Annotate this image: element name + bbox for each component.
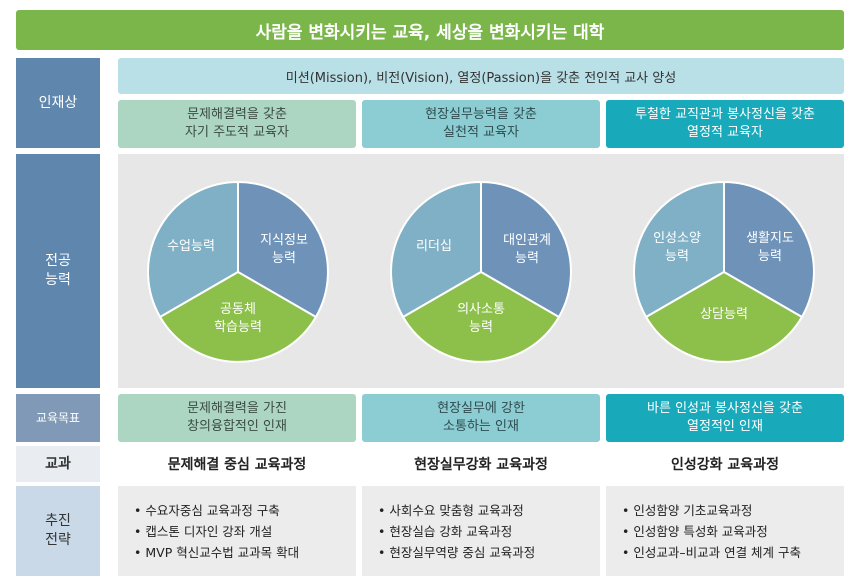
pie-1-right-slice — [237, 180, 329, 319]
competency-area: 수업능력 지식정보 능력 공동체 학습능력 리더십 대인관계 능력 의사소통 능… — [118, 154, 844, 388]
row-label-goal: 교육목표 — [16, 394, 100, 442]
pie-3-right-line2: 능력 — [758, 249, 782, 264]
pie-1-bottom-slice — [158, 270, 318, 363]
pie-1-bottom-line2: 학습능력 — [214, 320, 262, 335]
talent-3-line1: 투철한 교직관과 봉사정신을 갖춘 — [635, 107, 815, 122]
row-label-strategy-line1: 추진 — [45, 513, 71, 529]
talent-2-line2: 실천적 교육자 — [443, 125, 519, 140]
goal-2-line1: 현장실무에 강한 — [437, 401, 525, 416]
strategy-2-item-1: 사회수요 맞춤형 교육과정 — [378, 500, 600, 521]
goal-box-3: 바른 인성과 봉사정신을 갖춘 열정적인 인재 — [606, 394, 844, 442]
mission-bar: 미션(Mission), 비전(Vision), 열정(Passion)을 갖춘… — [118, 58, 844, 94]
row-label-strategy-line2: 전략 — [45, 532, 71, 548]
pie-3-right-line1: 생활지도 — [746, 231, 794, 246]
pie-3-left-line1: 인성소양 — [653, 231, 701, 246]
talent-1-line2: 자기 주도적 교육자 — [185, 125, 289, 140]
pie-1-right-line1: 지식정보 — [260, 233, 308, 248]
row-label-competency-line2: 능력 — [45, 272, 71, 288]
pie-3: 인성소양 능력 생활지도 능력 상담능력 — [633, 180, 815, 363]
strategy-box-2: 사회수요 맞춤형 교육과정 현장실습 강화 교육과정 현장실무역량 중심 교육과… — [362, 486, 600, 576]
talent-3-line2: 열정적 교육자 — [687, 125, 763, 140]
pie-1-bottom-line1: 공동체 — [220, 302, 256, 317]
strategy-3-item-3: 인성교과–비교과 연결 체계 구축 — [622, 542, 844, 563]
pie-2-right-line2: 능력 — [515, 251, 539, 266]
talent-1-line1: 문제해결력을 갖춘 — [187, 107, 287, 122]
course-title-2: 현장실무강화 교육과정 — [362, 446, 600, 482]
pie-2-left-slice — [390, 180, 482, 319]
pie-3-left-slice — [633, 180, 725, 319]
pie-3-right-slice — [723, 180, 815, 319]
goal-2-line2: 소통하는 인재 — [443, 419, 519, 434]
talent-box-1: 문제해결력을 갖춘 자기 주도적 교육자 — [118, 100, 356, 148]
pie-1: 수업능력 지식정보 능력 공동체 학습능력 — [147, 180, 329, 363]
pie-2-left-line1: 리더십 — [416, 239, 452, 254]
pie-3-bottom-line1: 상담능력 — [700, 307, 748, 322]
row-label-competency: 전공 능력 — [16, 154, 100, 388]
pie-2-bottom-line1: 의사소통 — [457, 302, 505, 317]
goal-3-line2: 열정적인 인재 — [687, 419, 763, 434]
goal-box-1: 문제해결력을 가진 창의융합적인 인재 — [118, 394, 356, 442]
row-label-strategy: 추진 전략 — [16, 486, 100, 576]
pie-2: 리더십 대인관계 능력 의사소통 능력 — [390, 180, 572, 363]
strategy-2-item-3: 현장실무역량 중심 교육과정 — [378, 542, 600, 563]
strategy-3-item-1: 인성함양 기초교육과정 — [622, 500, 844, 521]
strategy-box-1: 수요자중심 교육과정 구축 캡스톤 디자인 강좌 개설 MVP 혁신교수법 교과… — [118, 486, 356, 576]
row-label-subject: 교과 — [16, 446, 100, 482]
pie-2-bottom-line2: 능력 — [469, 320, 493, 335]
talent-2-line1: 현장실무능력을 갖춘 — [425, 107, 537, 122]
pie-2-bottom-slice — [401, 270, 561, 363]
pie-3-bottom-slice — [644, 270, 804, 363]
strategy-3-item-2: 인성함양 특성화 교육과정 — [622, 521, 844, 542]
pie-1-left-line1: 수업능력 — [167, 239, 215, 254]
talent-box-3: 투철한 교직관과 봉사정신을 갖춘 열정적 교육자 — [606, 100, 844, 148]
pie-1-left-slice — [147, 180, 239, 319]
strategy-1-item-3: MVP 혁신교수법 교과목 확대 — [134, 542, 356, 563]
course-title-3: 인성강화 교육과정 — [606, 446, 844, 482]
strategy-1-item-1: 수요자중심 교육과정 구축 — [134, 500, 356, 521]
talent-box-2: 현장실무능력을 갖춘 실천적 교육자 — [362, 100, 600, 148]
pie-3-left-line2: 능력 — [665, 249, 689, 264]
goal-box-2: 현장실무에 강한 소통하는 인재 — [362, 394, 600, 442]
competency-pies: 수업능력 지식정보 능력 공동체 학습능력 리더십 대인관계 능력 의사소통 능… — [147, 180, 815, 363]
strategy-1-item-2: 캡스톤 디자인 강좌 개설 — [134, 521, 356, 542]
pie-2-right-line1: 대인관계 — [503, 233, 551, 248]
pie-2-right-slice — [480, 180, 572, 319]
top-banner: 사람을 변화시키는 교육, 세상을 변화시키는 대학 — [16, 10, 844, 50]
row-label-competency-line1: 전공 — [45, 253, 71, 269]
goal-3-line1: 바른 인성과 봉사정신을 갖춘 — [647, 401, 803, 416]
row-label-talent: 인재상 — [16, 58, 100, 148]
strategy-box-3: 인성함양 기초교육과정 인성함양 특성화 교육과정 인성교과–비교과 연결 체계… — [606, 486, 844, 576]
goal-1-line1: 문제해결력을 가진 — [187, 401, 287, 416]
course-title-1: 문제해결 중심 교육과정 — [118, 446, 356, 482]
pie-1-right-line2: 능력 — [272, 251, 296, 266]
strategy-2-item-2: 현장실습 강화 교육과정 — [378, 521, 600, 542]
goal-1-line2: 창의융합적인 인재 — [187, 419, 287, 434]
